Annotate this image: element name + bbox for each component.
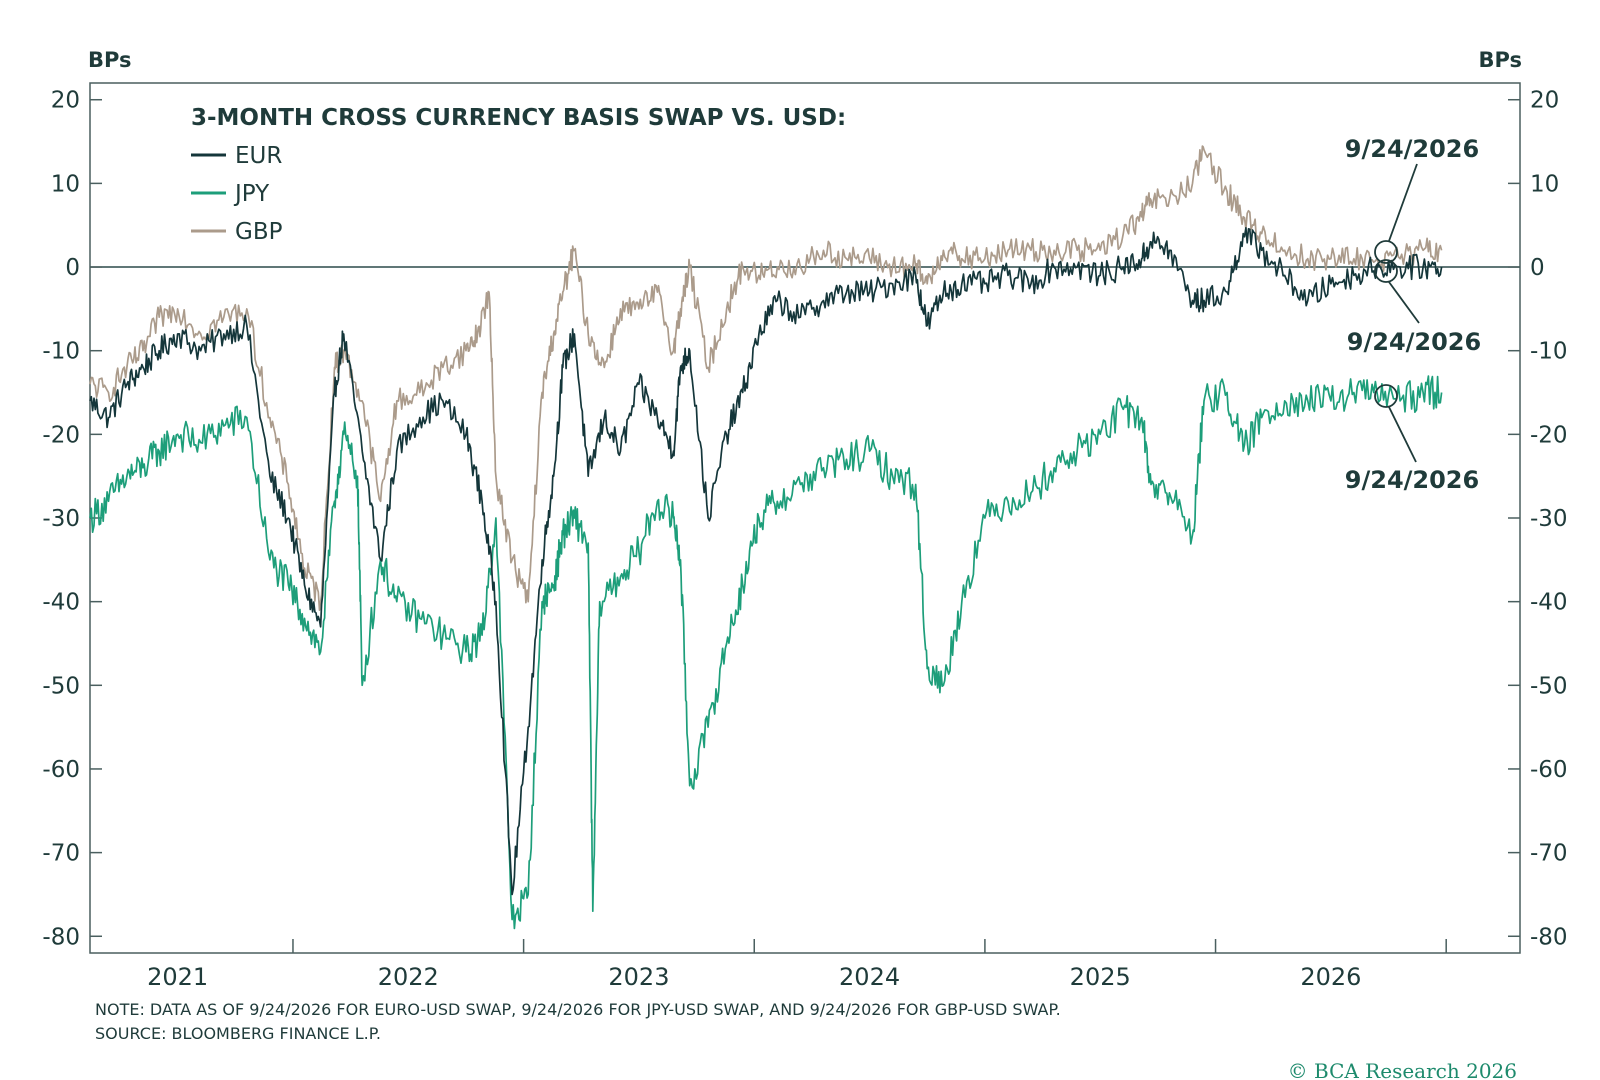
- x-axis: 2021 2022 2023 2024 2025 2026: [147, 939, 1447, 991]
- gbp-callout-line: [1388, 163, 1418, 242]
- left-tick-label: -20: [42, 422, 80, 448]
- chart-note: NOTE: DATA AS OF 9/24/2026 FOR EURO-USD …: [95, 1000, 1061, 1019]
- legend: EUR JPY GBP: [191, 143, 283, 245]
- left-axis-unit: BPs: [88, 48, 132, 72]
- left-tick-label: -80: [42, 924, 80, 950]
- x-tick-label: 2024: [839, 963, 900, 991]
- right-tick-label: -50: [1530, 673, 1568, 699]
- x-tick-label: 2022: [378, 963, 439, 991]
- left-tick-label: -10: [42, 339, 80, 365]
- gbp-date-annotation: 9/24/2026: [1345, 135, 1479, 163]
- left-tick-label: -60: [42, 757, 80, 783]
- copyright-credit: © BCA Research 2026: [1288, 1059, 1517, 1080]
- jpy-callout-line: [1388, 406, 1417, 463]
- right-tick-label: -80: [1530, 924, 1568, 950]
- left-tick-label: 20: [51, 88, 80, 114]
- eur-endpoint-marker: [1374, 259, 1398, 283]
- left-axis: 20 10 0 -10 -20 -30 -40 -50 -60 -70 -80: [42, 88, 102, 950]
- right-axis-unit: BPs: [1478, 48, 1522, 72]
- right-tick-label: -60: [1530, 757, 1568, 783]
- right-tick-label: 0: [1530, 255, 1545, 281]
- series-line-jpy: [89, 375, 1443, 930]
- right-axis: 20 10 0 -10 -20 -30 -40 -50 -60 -70 -80: [1508, 88, 1568, 950]
- left-tick-label: 0: [65, 255, 80, 281]
- right-tick-label: -30: [1530, 506, 1568, 532]
- series-line-eur: [89, 227, 1443, 896]
- right-tick-label: -70: [1530, 841, 1568, 867]
- right-tick-label: 20: [1530, 88, 1559, 114]
- x-tick-label: 2021: [147, 963, 208, 991]
- left-tick-label: 10: [51, 171, 80, 197]
- plot-frame: [89, 82, 1521, 954]
- eur-callout-line: [1388, 281, 1420, 324]
- chart-title: 3-MONTH CROSS CURRENCY BASIS SWAP VS. US…: [191, 105, 846, 131]
- x-tick-label: 2023: [608, 963, 669, 991]
- eur-date-annotation: 9/24/2026: [1347, 328, 1481, 356]
- right-tick-label: 10: [1530, 171, 1559, 197]
- right-tick-label: -20: [1530, 422, 1568, 448]
- left-tick-label: -70: [42, 841, 80, 867]
- x-tick-label: 2026: [1300, 963, 1361, 991]
- jpy-date-annotation: 9/24/2026: [1345, 466, 1479, 494]
- right-tick-label: -40: [1530, 590, 1568, 616]
- series-layer: [89, 145, 1443, 930]
- right-tick-label: -10: [1530, 339, 1568, 365]
- legend-label-gbp: GBP: [235, 219, 283, 245]
- jpy-endpoint-marker: [1374, 384, 1398, 408]
- gbp-endpoint-marker: [1374, 240, 1398, 264]
- left-tick-label: -50: [42, 673, 80, 699]
- left-tick-label: -40: [42, 590, 80, 616]
- legend-label-eur: EUR: [235, 143, 282, 169]
- legend-label-jpy: JPY: [233, 181, 270, 207]
- annotations: 9/24/2026 9/24/2026 9/24/2026: [1345, 135, 1481, 494]
- x-tick-label: 2025: [1070, 963, 1131, 991]
- chart-source: SOURCE: BLOOMBERG FINANCE L.P.: [95, 1024, 381, 1043]
- series-line-gbp: [89, 145, 1443, 612]
- left-tick-label: -30: [42, 506, 80, 532]
